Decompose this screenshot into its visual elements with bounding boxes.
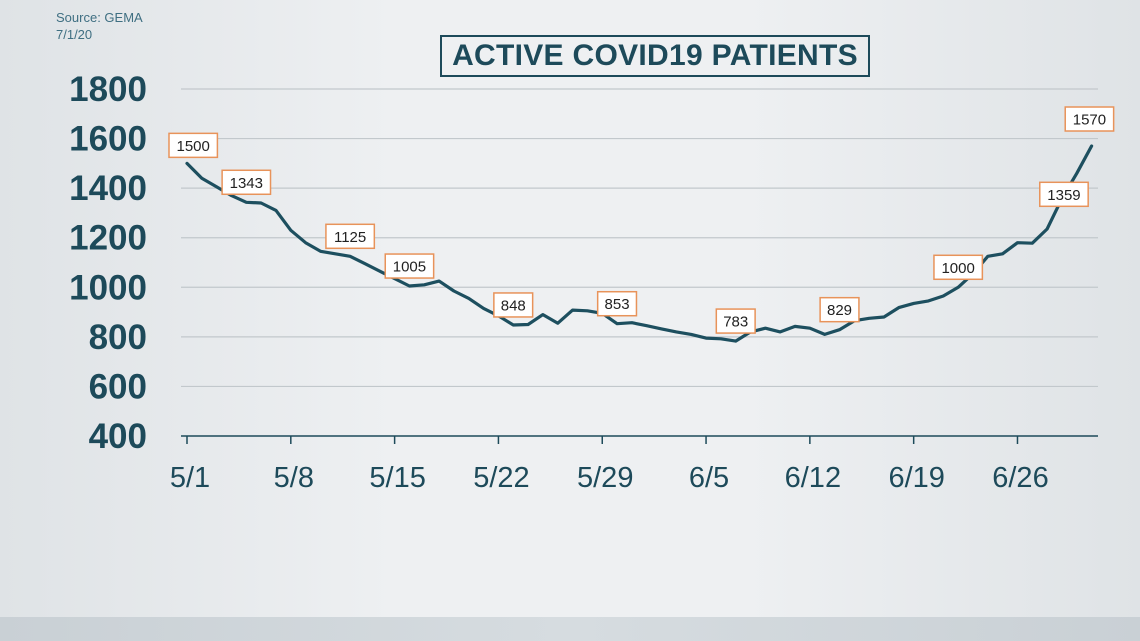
data-label-box <box>221 169 272 196</box>
source-date: 7/1/20 <box>56 27 93 42</box>
data-label: 848 <box>493 292 534 318</box>
x-tick-label: 5/22 <box>473 462 529 494</box>
y-tick-label: 600 <box>89 367 147 406</box>
data-label-text: 1500 <box>177 138 210 155</box>
series-line <box>185 144 1094 343</box>
source-note: Source: GEMA 7/1/20 <box>56 9 143 43</box>
data-label-box <box>1064 106 1115 132</box>
x-tick-label: 6/5 <box>689 462 729 494</box>
data-label: 1570 <box>1064 106 1115 132</box>
data-label-text: 853 <box>605 296 630 313</box>
data-label-text: 1000 <box>941 260 974 277</box>
data-label-box <box>384 253 435 279</box>
data-label-text: 829 <box>827 302 852 319</box>
data-label-box <box>325 223 376 250</box>
x-tick-label: 5/29 <box>577 462 633 494</box>
data-label-text: 1125 <box>334 229 366 246</box>
x-tick-label: 6/19 <box>888 462 944 494</box>
y-tick-label: 1400 <box>69 169 147 208</box>
data-label-text: 1570 <box>1073 112 1106 129</box>
data-label-text: 1359 <box>1047 187 1080 204</box>
chart-title: ACTIVE COVID19 PATIENTS <box>440 35 870 77</box>
data-label-box <box>493 292 534 318</box>
data-label-text: 1343 <box>230 175 263 192</box>
y-tick-label: 1800 <box>69 70 147 109</box>
data-label-box <box>596 290 638 317</box>
data-label: 829 <box>819 296 860 323</box>
y-tick-label: 400 <box>89 417 147 456</box>
data-label: 1359 <box>1039 181 1089 208</box>
data-label-box <box>168 132 219 159</box>
data-label-box <box>819 296 860 323</box>
data-label: 1125 <box>325 223 376 250</box>
source-text: Source: GEMA <box>56 10 143 25</box>
data-label: 783 <box>715 308 756 334</box>
x-tick-label: 6/26 <box>992 462 1048 494</box>
data-label: 1500 <box>168 132 219 159</box>
y-tick-label: 1000 <box>69 268 147 307</box>
data-label-text: 848 <box>501 297 526 314</box>
data-label-text: 1005 <box>393 259 426 276</box>
data-label-text: 783 <box>723 314 748 331</box>
y-tick-label: 1200 <box>69 219 147 258</box>
x-tick-label: 6/12 <box>785 462 841 494</box>
y-tick-label: 1600 <box>69 120 147 159</box>
x-tick-label: 5/15 <box>369 462 425 494</box>
data-label: 1000 <box>933 254 984 281</box>
data-label: 1005 <box>384 253 435 279</box>
y-tick-label: 800 <box>89 318 147 357</box>
bottom-band <box>0 617 1140 641</box>
x-tick-label: 5/8 <box>274 462 314 494</box>
data-label-box <box>715 308 756 334</box>
data-label-box <box>933 254 984 281</box>
data-label: 1343 <box>221 169 272 196</box>
data-label: 853 <box>596 290 638 317</box>
data-label-box <box>1039 181 1089 208</box>
x-tick-label: 5/1 <box>170 462 210 494</box>
